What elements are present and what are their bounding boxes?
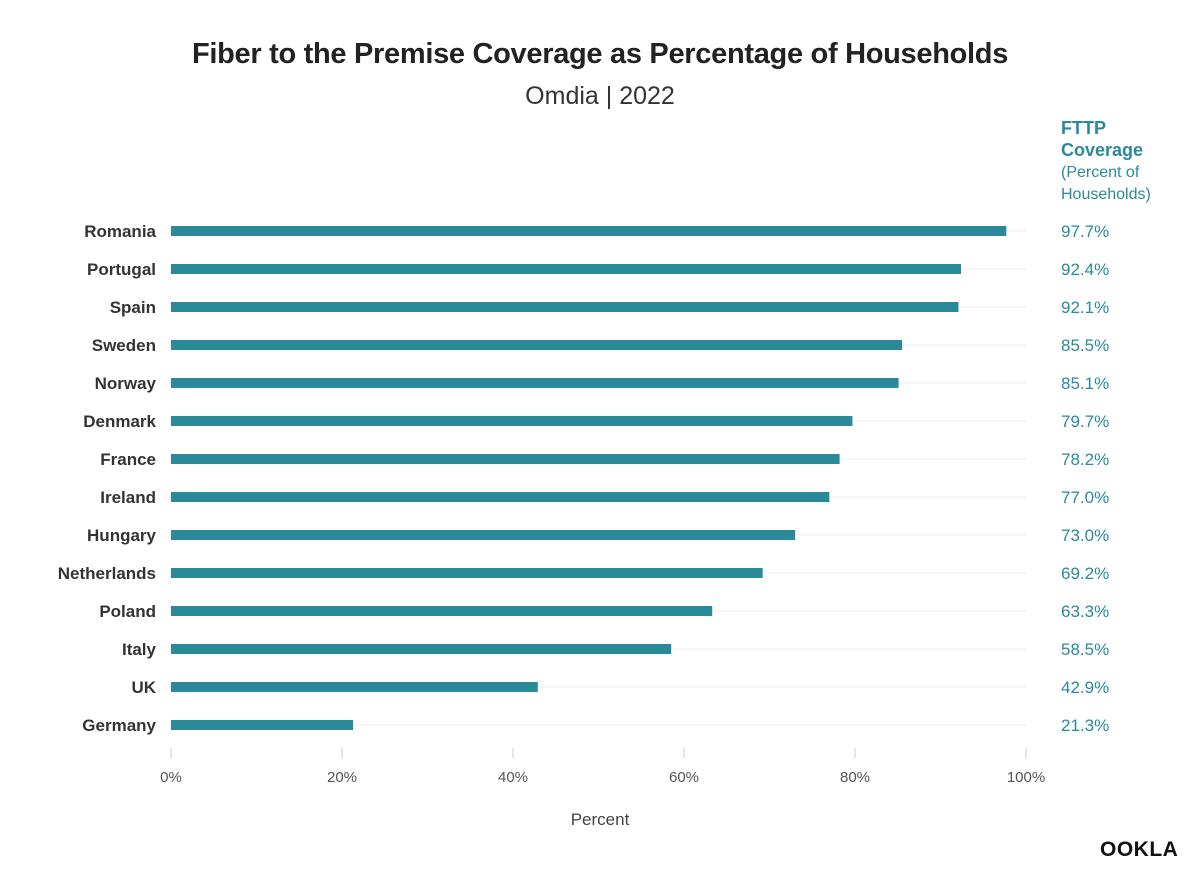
bar-spain: [171, 302, 959, 312]
bar-norway: [171, 378, 899, 388]
bar-poland: [171, 606, 713, 616]
value-label: 78.2%: [1061, 450, 1109, 469]
value-label: 92.4%: [1061, 260, 1109, 279]
legend-subheading: (Percent of Households): [1061, 164, 1151, 203]
value-label: 97.7%: [1061, 222, 1109, 241]
x-axis: 0% 20% 40% 60% 80% 100%: [160, 748, 1045, 786]
value-label: 85.1%: [1061, 374, 1109, 393]
category-labels: Romania Portugal Spain Sweden Norway Denmark F…: [58, 222, 157, 735]
bar-sweden: [171, 340, 903, 350]
chart-title: Fiber to the Premise Coverage as Percent…: [191, 38, 1009, 70]
value-label: 85.5%: [1061, 336, 1109, 355]
bars: [171, 226, 1007, 730]
x-tick-label: 0%: [160, 769, 182, 786]
bar-romania: [171, 226, 1007, 236]
x-tick-label: 100%: [1007, 769, 1045, 786]
legend-heading: FTTP Coverage: [1061, 118, 1144, 160]
category-label: Spain: [110, 298, 156, 317]
chart-subtitle: Omdia | 2022: [525, 82, 675, 110]
category-label: Poland: [99, 602, 156, 621]
value-label: 77.0%: [1061, 488, 1109, 507]
category-label: Denmark: [83, 412, 156, 431]
category-label: Romania: [84, 222, 156, 241]
category-label: Germany: [82, 716, 156, 735]
category-label: Ireland: [100, 488, 156, 507]
value-label: 73.0%: [1061, 526, 1109, 545]
value-label: 69.2%: [1061, 564, 1109, 583]
category-label: Hungary: [87, 526, 157, 545]
value-label: 58.5%: [1061, 640, 1109, 659]
value-label: 79.7%: [1061, 412, 1109, 431]
bar-portugal: [171, 264, 962, 274]
category-label: Portugal: [87, 260, 156, 279]
category-label: Sweden: [92, 336, 156, 355]
x-tick-label: 40%: [498, 769, 528, 786]
ookla-logo: OOKLA: [1100, 838, 1179, 861]
bar-germany: [171, 720, 354, 730]
x-tick-label: 80%: [840, 769, 870, 786]
category-label: Norway: [95, 374, 157, 393]
category-label: Netherlands: [58, 564, 156, 583]
category-label: UK: [131, 678, 156, 697]
x-tick-label: 20%: [327, 769, 357, 786]
bar-uk: [171, 682, 538, 692]
bar-denmark: [171, 416, 853, 426]
bar-france: [171, 454, 840, 464]
bar-italy: [171, 644, 672, 654]
bar-hungary: [171, 530, 796, 540]
value-labels: 97.7% 92.4% 92.1% 85.5% 85.1% 79.7% 78.2% 77.0%…: [1061, 222, 1109, 735]
bar-ireland: [171, 492, 830, 502]
bar-netherlands: [171, 568, 763, 578]
x-axis-label: Percent: [571, 810, 630, 829]
category-label: Italy: [122, 640, 157, 659]
value-label: 63.3%: [1061, 602, 1109, 621]
category-label: France: [100, 450, 156, 469]
value-label: 42.9%: [1061, 678, 1109, 697]
value-label: 21.3%: [1061, 716, 1109, 735]
value-label: 92.1%: [1061, 298, 1109, 317]
x-tick-label: 60%: [669, 769, 699, 786]
